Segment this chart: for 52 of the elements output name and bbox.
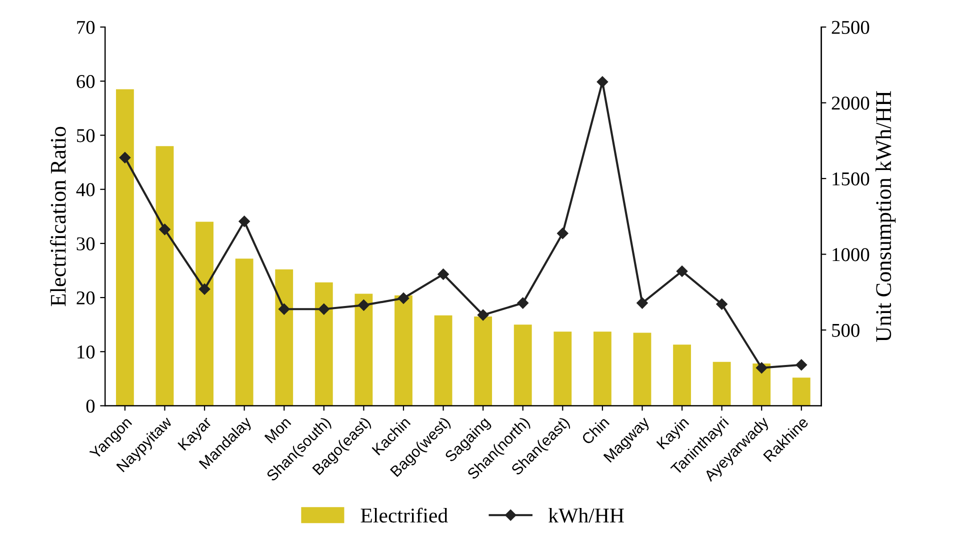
- y2-tick-label: 2500: [832, 20, 870, 34]
- y2-tick-label: 2000: [832, 96, 870, 110]
- y-tick-label: 30: [76, 237, 95, 250]
- point: [796, 359, 808, 370]
- point: [159, 224, 170, 236]
- point: [477, 309, 489, 321]
- y-axis-title: Electrification Ratio: [50, 126, 66, 306]
- bar: [196, 222, 214, 406]
- y-tick-label: 60: [76, 74, 95, 88]
- y2-tick-label: 1000: [832, 248, 870, 262]
- y2-axis-title: Unit Consumption kWh/HH: [875, 91, 896, 342]
- bar: [633, 332, 652, 406]
- legend-label: kWh/HH: [548, 508, 624, 523]
- bar: [156, 146, 174, 406]
- bar: [314, 282, 333, 406]
- point: [358, 300, 370, 311]
- point: [756, 362, 768, 374]
- point: [517, 297, 528, 309]
- bar: [116, 89, 134, 406]
- y2-tick-label: 1500: [832, 172, 870, 186]
- bar: [712, 362, 731, 406]
- y-tick-label: 0: [86, 400, 95, 413]
- bar: [514, 324, 532, 406]
- bar: [434, 315, 452, 406]
- y-tick-label: 70: [77, 20, 95, 34]
- bar: [792, 378, 810, 406]
- point: [318, 304, 330, 315]
- point: [596, 76, 608, 88]
- legend-label: Electrified: [360, 508, 448, 523]
- y-tick-label: 20: [76, 291, 95, 304]
- point: [438, 268, 449, 280]
- bar: [554, 332, 572, 406]
- point: [398, 292, 410, 304]
- bar: [394, 295, 412, 406]
- y2-tick-label: 500: [832, 324, 860, 337]
- point: [238, 216, 250, 228]
- bar: [593, 332, 612, 406]
- bar: [474, 316, 492, 406]
- point: [198, 284, 210, 295]
- point: [716, 298, 728, 310]
- point: [119, 152, 131, 164]
- bar: [673, 344, 691, 406]
- point: [636, 297, 648, 309]
- y-tick-label: 40: [76, 183, 95, 196]
- point: [676, 266, 688, 277]
- bar: [235, 258, 254, 406]
- bar: [275, 269, 294, 406]
- y-tick-label: 10: [78, 345, 95, 359]
- y-tick-label: 50: [77, 129, 95, 142]
- point: [557, 228, 568, 239]
- point: [278, 304, 290, 315]
- bar: [354, 294, 373, 406]
